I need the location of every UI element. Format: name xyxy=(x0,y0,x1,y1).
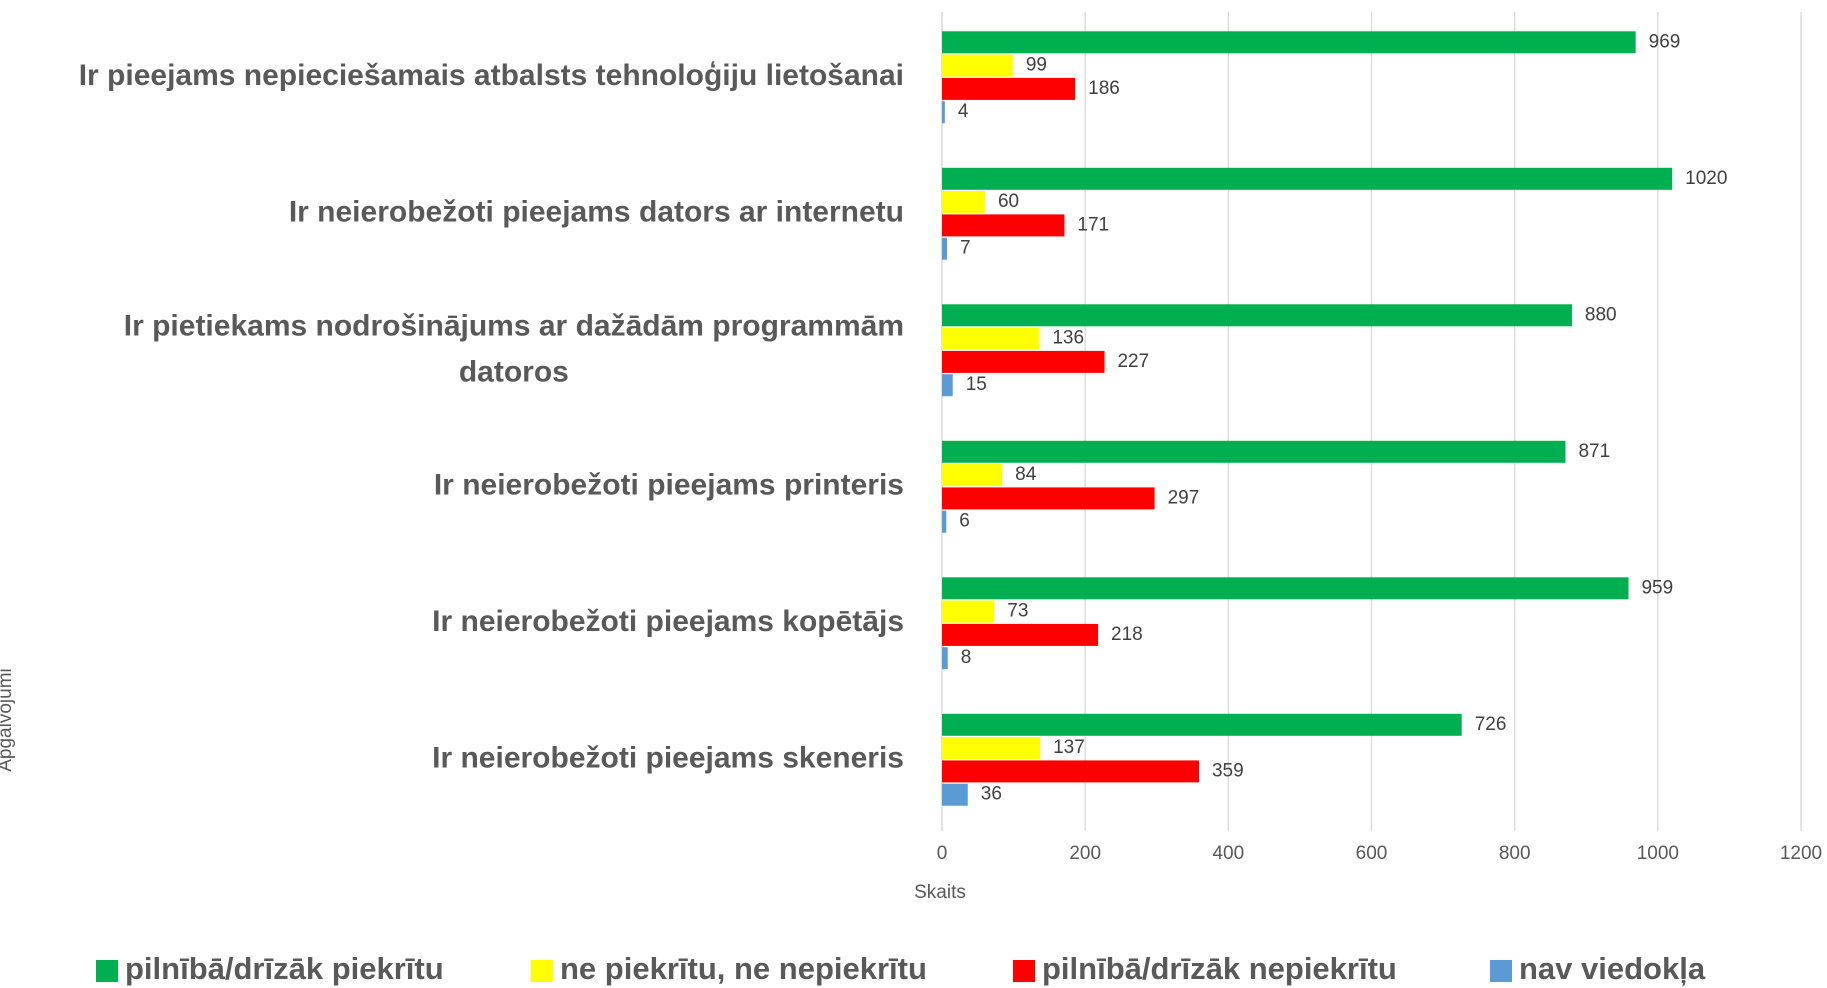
data-label: 137 xyxy=(1053,737,1085,758)
bar xyxy=(942,464,1003,487)
bar xyxy=(942,167,1673,190)
category-label: Ir neierobežoti pieejams kopētājs xyxy=(432,605,904,638)
legend-swatch xyxy=(96,960,118,982)
data-label: 227 xyxy=(1117,351,1149,372)
bar xyxy=(942,510,947,533)
x-tick-label: 400 xyxy=(1212,843,1244,864)
bar xyxy=(942,783,968,806)
y-axis-title: Apgalvojumi xyxy=(0,668,16,772)
category-label: Ir neierobežoti pieejams dators ar inter… xyxy=(289,196,904,229)
data-label: 359 xyxy=(1212,760,1244,781)
x-tick-label: 0 xyxy=(937,843,948,864)
bar xyxy=(942,623,1099,646)
bar xyxy=(942,487,1155,510)
bar xyxy=(942,760,1199,783)
bar xyxy=(942,237,948,260)
x-tick-label: 800 xyxy=(1499,843,1531,864)
x-tick-label: 1200 xyxy=(1780,843,1822,864)
legend-swatch xyxy=(531,960,553,982)
bar xyxy=(942,713,1462,736)
x-tick-label: 600 xyxy=(1356,843,1388,864)
bar xyxy=(942,77,1076,100)
data-label: 36 xyxy=(981,784,1002,805)
data-label: 880 xyxy=(1585,304,1617,325)
legend-swatch xyxy=(1490,960,1512,982)
data-label: 60 xyxy=(998,191,1019,212)
x-axis-title: Skaits xyxy=(914,882,966,903)
data-label: 186 xyxy=(1088,78,1120,99)
legend-label: pilnībā/drīzāk nepiekrītu xyxy=(1042,951,1397,986)
category-label: Ir neierobežoti pieejams printeris xyxy=(434,469,904,502)
data-label: 15 xyxy=(966,374,987,395)
bar xyxy=(942,54,1013,77)
legend-label: nav viedokļa xyxy=(1519,951,1706,986)
bar xyxy=(942,737,1041,760)
bar xyxy=(942,374,953,397)
data-label: 1020 xyxy=(1685,168,1727,189)
data-label: 7 xyxy=(960,238,971,259)
bar xyxy=(942,304,1572,327)
x-tick-label: 200 xyxy=(1069,843,1101,864)
data-label: 969 xyxy=(1649,31,1681,52)
data-label: 6 xyxy=(959,511,970,532)
data-label: 73 xyxy=(1007,601,1028,622)
x-tick-label: 1000 xyxy=(1637,843,1679,864)
bar xyxy=(942,214,1065,237)
bar xyxy=(942,647,948,670)
data-label: 171 xyxy=(1077,214,1109,235)
data-label: 136 xyxy=(1052,328,1084,349)
data-label: 99 xyxy=(1026,55,1047,76)
bar xyxy=(942,577,1629,600)
legend-swatch xyxy=(1013,960,1035,982)
data-label: 871 xyxy=(1578,441,1610,462)
bar xyxy=(942,101,945,124)
bar xyxy=(942,440,1566,463)
data-label: 8 xyxy=(961,647,972,668)
data-label: 218 xyxy=(1111,624,1143,645)
bar xyxy=(942,600,995,623)
category-label: Ir neierobežoti pieejams skeneris xyxy=(432,742,904,775)
data-label: 726 xyxy=(1475,714,1507,735)
bar xyxy=(942,350,1105,373)
legend-label: ne piekrītu, ne nepiekrītu xyxy=(560,951,927,986)
category-label: Ir pieejams nepieciešamais atbalsts tehn… xyxy=(79,59,904,92)
data-label: 84 xyxy=(1015,464,1037,485)
bar xyxy=(942,327,1040,350)
category-label: Ir pietiekams nodrošinājums ar dažādām p… xyxy=(124,309,904,388)
data-label: 4 xyxy=(958,101,969,122)
data-label: 959 xyxy=(1641,577,1673,598)
legend-label: pilnībā/drīzāk piekrītu xyxy=(125,951,444,986)
data-label: 297 xyxy=(1168,487,1200,508)
bar xyxy=(942,31,1636,54)
bar xyxy=(942,191,985,214)
